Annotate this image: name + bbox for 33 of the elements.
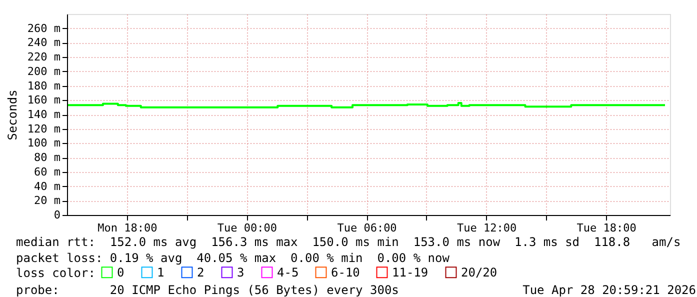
y-tick-label: 60 m <box>34 165 61 178</box>
text: probe: 20 ICMP Echo Pings (56 Bytes) every 300s <box>16 283 399 297</box>
y-tick-label: 160 m <box>27 94 61 107</box>
legend-label: 3 <box>237 265 244 280</box>
y-tick-label: 220 m <box>27 50 61 64</box>
legend-label: 0 <box>117 265 124 280</box>
text: median rtt: 152.0 ms avg 156.3 ms max 150.0 ms min 153.0 ms now 1.3 ms sd 118.8 am/s <box>16 235 681 249</box>
x-tick-label: Tue 18:00 <box>576 222 636 234</box>
y-tick-label: 240 m <box>27 36 61 50</box>
x-tick-label: Mon 18:00 <box>98 222 158 234</box>
text: packet loss: 0.19 % avg 40.05 % max 0.00 % min 0.00 % now <box>16 251 450 265</box>
y-tick-label: 180 m <box>27 79 61 92</box>
legend-title: loss color: <box>16 266 96 280</box>
x-tick-label: Tue 12:00 <box>457 222 517 234</box>
y-axis-title: Seconds <box>5 90 20 140</box>
y-tick-label: 0 <box>54 208 60 222</box>
text: Tue Apr 28 20:59:21 2026 <box>522 283 696 297</box>
x-tick-label: Tue 00:00 <box>217 222 278 234</box>
y-tick-label: 140 m <box>27 108 61 121</box>
y-tick-label: 200 m <box>27 64 61 78</box>
legend-label: 2 <box>197 265 204 280</box>
legend-label: 1 <box>157 265 164 280</box>
y-tick-label: 80 m <box>34 151 61 164</box>
y-tick-label: 20 m <box>34 194 61 208</box>
legend-label: 11-19 <box>392 265 428 280</box>
legend-label: 20/20 <box>461 265 498 280</box>
y-tick-label: 260 m <box>27 22 61 35</box>
x-tick-label: Tue 06:00 <box>337 222 397 234</box>
legend-label: 4-5 <box>277 265 299 280</box>
legend-label: 6-10 <box>331 265 360 280</box>
y-tick-label: 120 m <box>27 122 61 136</box>
y-tick-label: 100 m <box>27 136 61 150</box>
y-tick-label: 40 m <box>34 180 61 193</box>
